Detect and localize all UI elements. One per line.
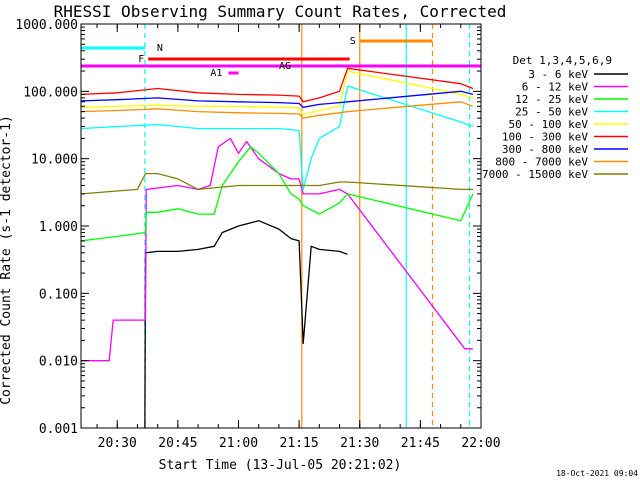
annotation-label-saa: S <box>350 36 356 47</box>
legend-label-5: 100 - 300 keV <box>502 131 588 144</box>
annotation-label-flare: F <box>138 54 144 65</box>
plot-frame <box>80 23 482 429</box>
series-line-2 <box>80 146 474 242</box>
series-line-1 <box>81 137 473 362</box>
y-tick-label-3: 1.000 <box>39 220 78 235</box>
y-tick-label-4: 10.000 <box>31 153 78 168</box>
axes: 0.001 0.010 0.100 1.000 10.000 100.000 1000.00… <box>15 18 500 451</box>
legend-title: Det 1,3,4,5,6,9 <box>513 54 612 67</box>
x-tick-label-4: 21:30 <box>340 436 379 451</box>
x-axis-label: Start Time (13-Jul-05 20:21:02) <box>159 458 402 473</box>
y-axis-label: Corrected Count Rate (s-1 detector-1) <box>0 115 14 405</box>
series-line-7 <box>80 101 474 119</box>
plot-area: N F AG A1 S <box>80 24 481 429</box>
x-tick-label-0: 20:30 <box>98 436 137 451</box>
legend-label-2: 12 - 25 keV <box>515 93 588 106</box>
legend-label-7: 800 - 7000 keV <box>495 156 588 169</box>
series-line-8 <box>80 172 473 195</box>
annotation-label-attenuator-state: A1 <box>210 68 222 79</box>
legend-label-8: 7000 - 15000 keV <box>482 168 588 181</box>
legend-label-4: 50 - 100 keV <box>509 118 589 131</box>
x-tick-label-5: 21:45 <box>401 436 440 451</box>
footer-date: 18-Oct-2021 09:04 <box>556 469 638 478</box>
series-line-5 <box>80 67 474 103</box>
y-tick-label-0: 0.001 <box>39 422 78 437</box>
x-tick-label-2: 21:00 <box>219 436 258 451</box>
y-tick-label-2: 0.100 <box>39 287 78 302</box>
x-tick-label-6: 22:00 <box>461 436 500 451</box>
annotation-label-night: N <box>157 43 163 54</box>
legend-label-0: 3 - 6 keV <box>528 68 588 81</box>
legend-label-1: 6 - 12 keV <box>522 81 589 94</box>
y-tick-label-6: 1000.000 <box>15 18 78 33</box>
y-tick-label-5: 100.000 <box>23 85 78 100</box>
series-line-0 <box>144 220 348 429</box>
chart-title: RHESSI Observing Summary Count Rates, Co… <box>54 2 507 21</box>
y-tick-label-1: 0.010 <box>39 355 78 370</box>
series-line-4 <box>80 70 474 116</box>
legend-label-3: 25 - 50 keV <box>515 106 588 119</box>
x-tick-label-1: 20:45 <box>158 436 197 451</box>
series-line-3 <box>80 85 474 191</box>
series-line-6 <box>80 90 474 108</box>
annotation-label-attenuator: AG <box>279 61 291 72</box>
legend-label-6: 300 - 800 keV <box>502 143 588 156</box>
x-tick-label-3: 21:15 <box>280 436 319 451</box>
